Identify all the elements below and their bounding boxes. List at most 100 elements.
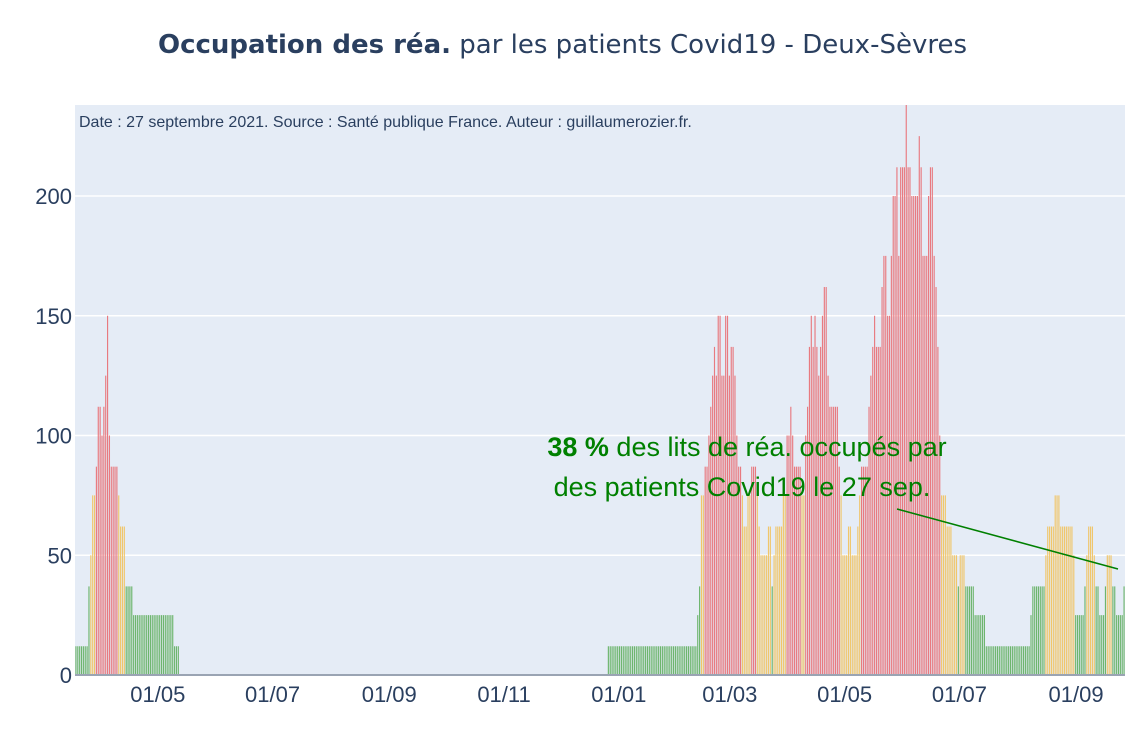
bar — [991, 646, 993, 675]
bar — [995, 646, 997, 675]
bar — [105, 375, 107, 675]
bar — [952, 555, 954, 675]
bar — [153, 615, 155, 675]
bar — [842, 555, 844, 675]
bar — [695, 646, 697, 675]
bar — [108, 435, 111, 675]
bar — [866, 466, 868, 675]
bar — [810, 315, 812, 675]
bar — [812, 346, 814, 675]
bar — [868, 406, 870, 675]
bar — [922, 255, 924, 675]
bar — [667, 646, 669, 675]
bar — [611, 646, 613, 675]
bar — [954, 555, 956, 675]
x-tick-label: 01/07 — [932, 682, 987, 707]
bar — [996, 646, 999, 675]
bar — [77, 646, 79, 675]
bar — [700, 495, 703, 675]
bar — [1123, 586, 1125, 675]
bar — [771, 586, 773, 675]
bar — [1067, 526, 1069, 675]
bar — [955, 555, 958, 675]
bar — [913, 196, 915, 675]
bar — [894, 196, 896, 675]
bar — [84, 646, 86, 675]
bar — [1062, 526, 1064, 675]
bar — [637, 646, 639, 675]
bar — [715, 375, 717, 675]
bar — [939, 435, 941, 675]
bar — [1006, 646, 1008, 675]
bar — [844, 555, 846, 675]
bar — [659, 646, 662, 675]
bar — [166, 615, 168, 675]
bar — [1056, 495, 1058, 675]
bar — [622, 646, 624, 675]
y-tick-label: 0 — [60, 663, 72, 688]
bar — [1024, 646, 1026, 675]
bar — [792, 435, 794, 675]
bar — [1110, 555, 1112, 675]
bar — [704, 466, 706, 675]
bar — [650, 646, 652, 675]
bar — [723, 375, 725, 675]
bar — [172, 615, 174, 675]
bar — [820, 346, 822, 675]
bar — [633, 646, 636, 675]
bar — [948, 526, 950, 675]
bar — [645, 646, 647, 675]
bar — [624, 646, 626, 675]
bar — [1082, 615, 1084, 675]
x-tick-label: 01/05 — [130, 682, 185, 707]
bar — [1052, 526, 1054, 675]
bar — [685, 646, 688, 675]
bar — [1002, 646, 1004, 675]
bar — [630, 646, 632, 675]
bar — [1022, 646, 1025, 675]
bar — [708, 435, 710, 675]
bar — [1075, 615, 1077, 675]
bar — [725, 315, 727, 675]
bar — [801, 495, 803, 675]
bar — [745, 526, 747, 675]
bar — [957, 586, 959, 675]
bar — [879, 346, 881, 675]
bar — [175, 646, 178, 675]
bar — [1112, 586, 1114, 675]
bar — [99, 406, 101, 675]
bar — [849, 526, 851, 675]
x-tick-labels: 01/05 01/07 01/09 01/11 01/01 01/03 01/05 01/07… — [130, 682, 1103, 707]
bar — [1050, 526, 1053, 675]
bar — [933, 255, 935, 675]
bar — [970, 586, 972, 675]
bar — [712, 375, 714, 675]
bar — [1021, 646, 1023, 675]
y-tick-labels: 0 50 100 150 200 — [35, 184, 72, 688]
x-tick-label: 01/09 — [362, 682, 417, 707]
bar — [1032, 586, 1034, 675]
bar — [833, 406, 835, 675]
bar — [1011, 646, 1013, 675]
bar — [870, 375, 872, 675]
bar — [980, 615, 982, 675]
bar — [170, 615, 172, 675]
bar — [728, 375, 730, 675]
bar — [872, 346, 874, 675]
bar — [121, 526, 124, 675]
bar — [140, 615, 142, 675]
bar — [609, 646, 611, 675]
bar — [831, 406, 833, 675]
bar — [1089, 526, 1092, 675]
bar — [967, 586, 969, 675]
chart-title-rest: par les patients Covid19 - Deux-Sèvres — [451, 30, 968, 60]
bar — [989, 646, 991, 675]
bar — [730, 346, 732, 675]
bar — [875, 346, 878, 675]
bar — [920, 167, 922, 675]
bar — [620, 646, 622, 675]
bar — [931, 167, 933, 675]
bar — [976, 615, 978, 675]
bar — [1091, 526, 1093, 675]
bar — [762, 555, 764, 675]
